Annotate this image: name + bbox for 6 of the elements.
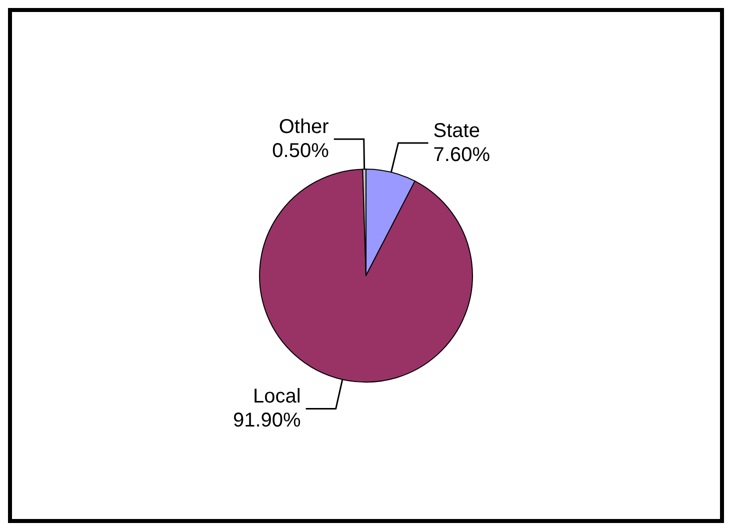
slice-label: Other (278, 116, 330, 138)
slice-label: Local (253, 386, 301, 408)
slice-label: State (433, 120, 480, 142)
data-label: 7.60% (433, 144, 490, 166)
data-label: 0.50% (272, 140, 330, 162)
data-label: 91.90% (232, 410, 302, 432)
